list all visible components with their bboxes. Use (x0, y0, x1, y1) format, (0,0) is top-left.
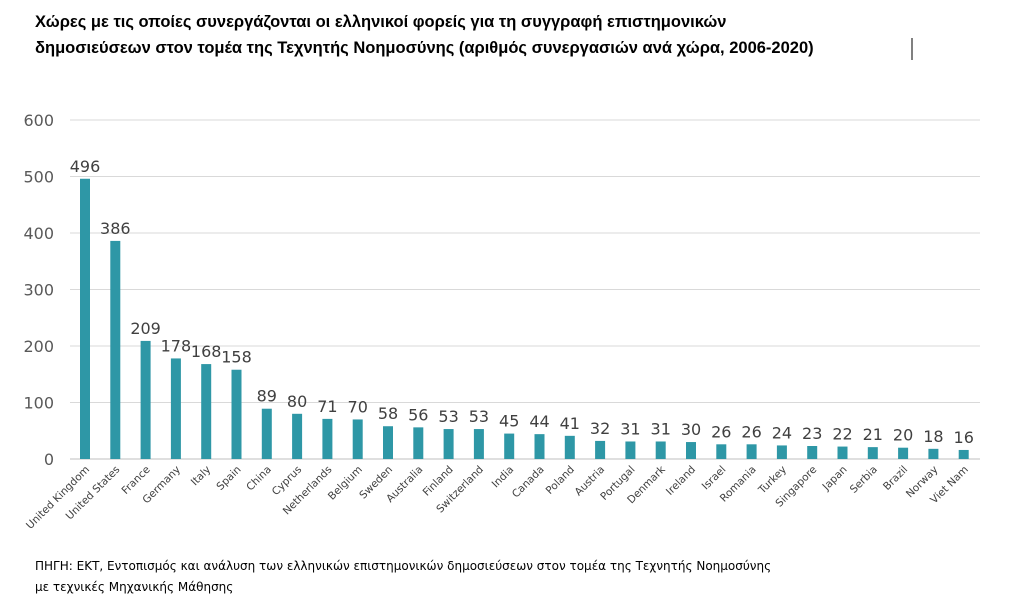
value-label: 58 (378, 404, 398, 423)
x-tick-label: Spain (214, 464, 243, 493)
x-tick-label: Serbia (848, 464, 880, 496)
x-tick-label: Canada (510, 464, 547, 501)
x-tick-label: India (490, 464, 517, 491)
value-label: 168 (191, 342, 222, 361)
bar-france (140, 340, 151, 459)
bar-united-states (110, 240, 121, 459)
chart-title-line-2: δημοσιεύσεων στον τομέα της Τεχνητής Νοη… (35, 39, 814, 57)
x-tick-label: Japan (820, 464, 850, 494)
bar-singapore (807, 446, 818, 459)
value-label: 26 (741, 422, 761, 441)
y-axis-ticks: 0 100 200 300 400 500 600 (23, 111, 54, 469)
bar-china (261, 408, 272, 459)
bar-israel (716, 444, 727, 459)
bar-sweden (383, 426, 393, 459)
value-label: 80 (287, 392, 307, 411)
value-label: 31 (651, 419, 671, 438)
bar-serbia (867, 447, 878, 459)
bar-india (504, 433, 515, 459)
y-tick-label: 0 (44, 450, 54, 469)
value-label: 56 (408, 405, 428, 424)
bar-germany (170, 358, 181, 459)
bar-ireland (686, 442, 696, 459)
bar-turkey (776, 445, 787, 459)
value-label: 31 (620, 419, 640, 438)
value-label: 41 (560, 414, 580, 433)
value-label: 18 (923, 427, 943, 446)
value-label: 209 (130, 319, 161, 338)
bar-united-kingdom (80, 178, 90, 459)
value-label: 21 (863, 425, 883, 444)
value-label: 23 (802, 424, 822, 443)
value-label: 32 (590, 419, 610, 438)
value-label: 71 (317, 397, 337, 416)
bar-italy (201, 364, 212, 459)
value-label: 178 (161, 336, 192, 355)
bar-portugal (625, 441, 636, 459)
value-label: 20 (893, 426, 913, 445)
value-label: 386 (100, 219, 131, 238)
bar-viet-nam (958, 449, 969, 459)
bar-switzerland (473, 429, 484, 459)
value-label: 45 (499, 412, 519, 431)
value-label: 24 (772, 423, 792, 442)
bar-cyprus (292, 413, 303, 459)
value-label: 22 (832, 425, 852, 444)
bar-spain (231, 369, 242, 459)
bar-norway (928, 448, 939, 459)
y-tick-label: 400 (23, 224, 54, 243)
bar-japan (837, 446, 848, 459)
bar-netherlands (322, 418, 333, 459)
y-tick-label: 100 (23, 394, 54, 413)
value-label: 30 (681, 420, 701, 439)
bar-denmark (655, 441, 666, 459)
x-tick-label: United States (64, 464, 123, 523)
bar-poland (564, 435, 575, 459)
y-tick-label: 300 (23, 281, 54, 300)
value-label: 496 (70, 157, 101, 176)
x-tick-label: Italy (189, 464, 214, 489)
x-tick-label: Israel (700, 464, 729, 493)
value-label: 158 (221, 348, 252, 367)
value-label: 70 (348, 397, 368, 416)
y-tick-label: 600 (23, 111, 54, 130)
y-tick-label: 200 (23, 337, 54, 356)
x-tick-label: Poland (544, 464, 577, 497)
bar-brazil (898, 447, 909, 459)
value-label: 53 (438, 407, 458, 426)
bar-belgium (352, 419, 363, 459)
value-label: 44 (529, 412, 549, 431)
gridlines (70, 119, 980, 460)
bars (80, 178, 969, 459)
value-label: 26 (711, 422, 731, 441)
bar-canada (534, 434, 545, 459)
value-label: 89 (257, 387, 277, 406)
bar-australia (413, 427, 424, 459)
bar-austria (595, 440, 606, 459)
source-note-line-1: ΠΗΓΗ: ΕΚΤ, Εντοπισμός και ανάλυση των ελ… (35, 559, 771, 573)
value-label: 16 (954, 428, 974, 447)
chart-title-line-1: Χώρες με τις οποίες συνεργάζονται οι ελλ… (35, 13, 726, 31)
value-label: 53 (469, 407, 489, 426)
y-tick-label: 500 (23, 168, 54, 187)
bar-romania (746, 444, 757, 459)
source-note-line-2: με τεχνικές Μηχανικής Μάθησης (35, 580, 233, 594)
x-tick-label: Ireland (664, 464, 698, 498)
bar-finland (443, 429, 454, 459)
